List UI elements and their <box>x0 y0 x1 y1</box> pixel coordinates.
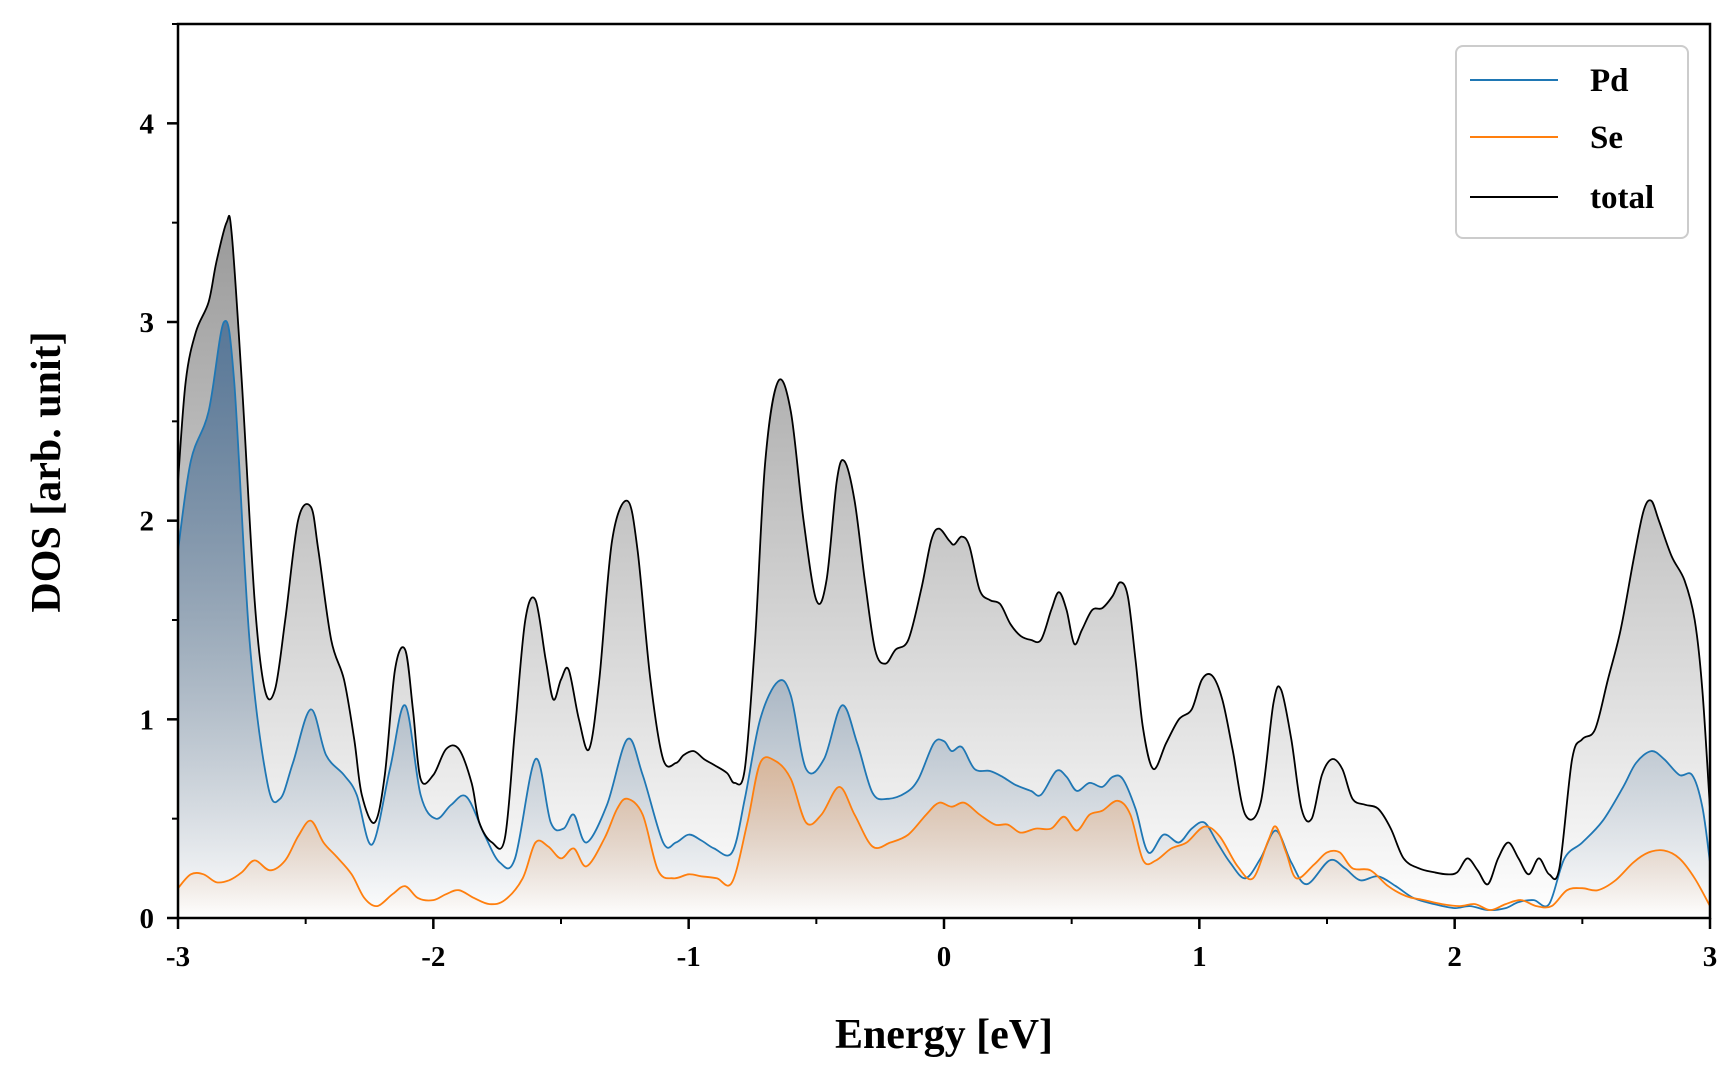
line-pd <box>178 320 1710 912</box>
x-tick-label: -2 <box>421 941 445 973</box>
y-tick-label: 1 <box>140 704 155 736</box>
plot-area <box>178 214 1710 918</box>
x-axis-label: Energy [eV] <box>835 1012 1053 1058</box>
legend-frame <box>1455 45 1689 239</box>
line-se <box>178 756 1710 911</box>
y-axis-label: DOS [arb. unit] <box>24 331 70 612</box>
y-tick-label: 3 <box>140 307 155 339</box>
area-total <box>178 215 1710 918</box>
legend-label-total: total <box>1590 180 1654 216</box>
x-tick-label: 2 <box>1447 941 1462 973</box>
y-tick-label: 0 <box>140 903 155 935</box>
legend: Pd Se total <box>1455 45 1689 239</box>
y-tick-label: 2 <box>140 506 155 538</box>
x-tick-label: 3 <box>1703 941 1718 973</box>
area-se <box>178 757 1710 918</box>
line-total <box>178 214 1710 886</box>
axes: -3 -2 -1 0 1 2 3 0 1 2 3 4 <box>140 22 1718 973</box>
legend-label-pd: Pd <box>1590 63 1629 99</box>
x-tick-label: 0 <box>937 941 952 973</box>
y-tick-label: 4 <box>140 108 155 140</box>
x-tick-label: 1 <box>1192 941 1207 973</box>
x-tick-label: -3 <box>166 941 190 973</box>
x-tick-label: -1 <box>677 941 701 973</box>
legend-label-se: Se <box>1590 120 1623 156</box>
